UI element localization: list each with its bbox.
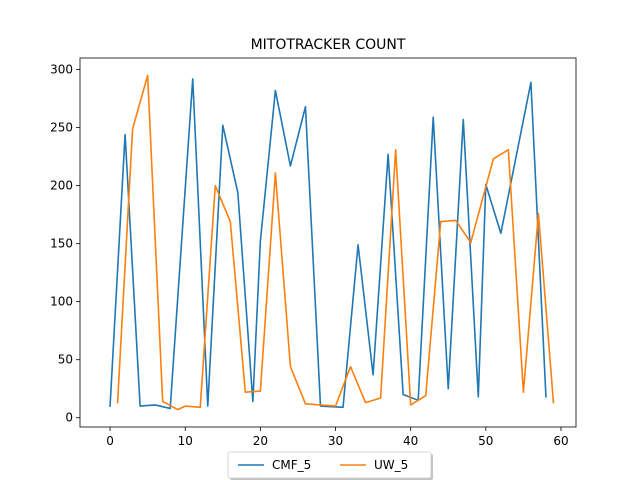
- axes-layer: 0 10 20 30 40 50 60 0 50 100 150 200 250 300: [50, 57, 577, 448]
- data-point: [478, 396, 480, 398]
- x-tick-label: 30: [328, 434, 343, 448]
- data-point: [117, 402, 119, 404]
- legend: CMF_5 UW_5: [227, 451, 433, 480]
- data-point: [320, 404, 322, 406]
- data-point: [410, 404, 412, 406]
- plot-frame: [79, 57, 577, 428]
- y-tick-label: 0: [65, 411, 73, 425]
- data-point: [139, 405, 141, 407]
- data-point: [132, 128, 134, 130]
- data-point: [553, 402, 555, 404]
- data-point: [230, 221, 232, 223]
- y-tick-label: 50: [58, 353, 73, 367]
- data-point: [275, 172, 277, 174]
- x-tick-label: 40: [403, 434, 418, 448]
- data-point: [395, 149, 397, 151]
- data-point: [275, 90, 277, 92]
- y-tick-label: 200: [50, 179, 73, 193]
- data-point: [402, 394, 404, 396]
- data-point: [523, 391, 525, 393]
- data-point: [199, 406, 201, 408]
- x-tick-label: 0: [106, 434, 114, 448]
- data-point: [147, 75, 149, 77]
- series-layer: [109, 74, 555, 411]
- data-point: [455, 220, 457, 222]
- data-point: [432, 116, 434, 118]
- data-point: [237, 192, 239, 194]
- data-point: [350, 366, 352, 368]
- data-point: [372, 374, 374, 376]
- y-tick-label: 150: [50, 237, 73, 251]
- series-line-uw-5: [116, 74, 555, 411]
- data-point: [335, 405, 337, 407]
- data-point: [214, 185, 216, 187]
- data-point: [124, 134, 126, 136]
- legend-box: [227, 451, 432, 479]
- x-tick-label: 20: [253, 434, 268, 448]
- data-point: [169, 408, 171, 410]
- data-point: [109, 405, 111, 407]
- data-point: [290, 366, 292, 368]
- data-point: [207, 405, 209, 407]
- data-point: [508, 149, 510, 151]
- data-point: [305, 106, 307, 108]
- y-tick-label: 100: [50, 295, 73, 309]
- data-point: [305, 403, 307, 405]
- data-point: [538, 213, 540, 215]
- data-point: [365, 402, 367, 404]
- data-point: [545, 396, 547, 398]
- data-point: [162, 401, 164, 403]
- data-point: [357, 244, 359, 246]
- data-point: [290, 165, 292, 167]
- data-point: [530, 82, 532, 84]
- series-line-cmf-5: [109, 78, 547, 410]
- data-point: [425, 395, 427, 397]
- data-point: [387, 154, 389, 156]
- data-point: [462, 119, 464, 121]
- data-point: [342, 406, 344, 408]
- data-point: [222, 125, 224, 127]
- data-point: [154, 404, 156, 406]
- data-point: [245, 391, 247, 393]
- data-point: [380, 397, 382, 399]
- data-point: [184, 405, 186, 407]
- data-point: [177, 409, 179, 411]
- legend-label: CMF_5: [272, 458, 311, 472]
- y-tick-label: 300: [50, 63, 73, 77]
- data-point: [252, 401, 254, 403]
- x-tick-label: 10: [178, 434, 193, 448]
- data-point: [500, 232, 502, 234]
- data-point: [440, 221, 442, 223]
- chart-title: MITOTRACKER COUNT: [251, 37, 406, 53]
- data-point: [447, 388, 449, 390]
- legend-label: UW_5: [374, 458, 408, 472]
- data-point: [260, 241, 262, 243]
- x-tick-label: 50: [478, 434, 493, 448]
- data-point: [493, 158, 495, 160]
- data-point: [192, 78, 194, 80]
- x-tick-label: 60: [553, 434, 568, 448]
- y-tick-label: 250: [50, 121, 73, 135]
- data-point: [470, 242, 472, 244]
- data-point: [260, 390, 262, 392]
